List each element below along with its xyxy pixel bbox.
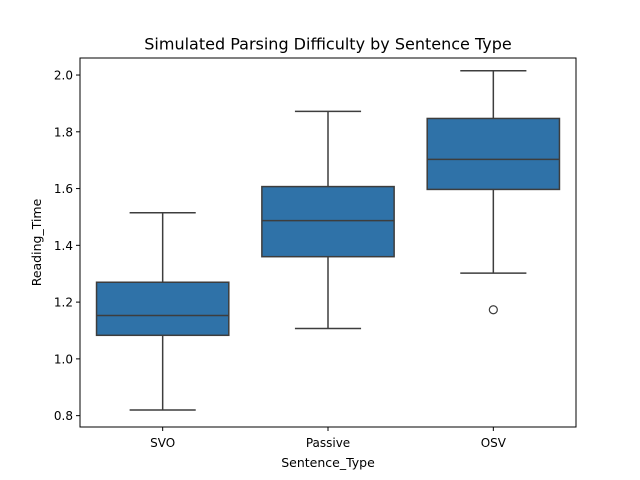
y-tick-label: 1.4 <box>54 239 73 253</box>
y-tick-label: 0.8 <box>54 409 73 423</box>
x-tick-label: SVO <box>150 436 175 450</box>
iqr-box <box>95 281 230 337</box>
y-axis-label: Reading_Time <box>29 198 44 286</box>
box-group-passive <box>261 110 395 330</box>
y-tick-label: 1.6 <box>54 182 73 196</box>
iqr-box <box>426 117 561 191</box>
x-tick-label: Passive <box>306 436 350 450</box>
box-group-osv <box>426 70 561 315</box>
y-tick-label: 1.0 <box>54 352 73 366</box>
x-axis: SVO Passive OSV <box>150 427 507 450</box>
plot-marks <box>95 70 561 411</box>
chart-title: Simulated Parsing Difficulty by Sentence… <box>144 35 511 54</box>
x-tick-label: OSV <box>481 436 507 450</box>
y-tick-label: 2.0 <box>54 69 73 83</box>
y-tick-label: 1.8 <box>54 125 73 139</box>
box-group-svo <box>95 211 230 411</box>
y-tick-label: 1.2 <box>54 296 73 310</box>
iqr-box <box>261 185 395 258</box>
outlier-point <box>488 305 498 315</box>
x-axis-label: Sentence_Type <box>281 455 375 470</box>
y-axis: 0.8 1.0 1.2 1.4 1.6 1.8 2.0 <box>54 69 80 423</box>
